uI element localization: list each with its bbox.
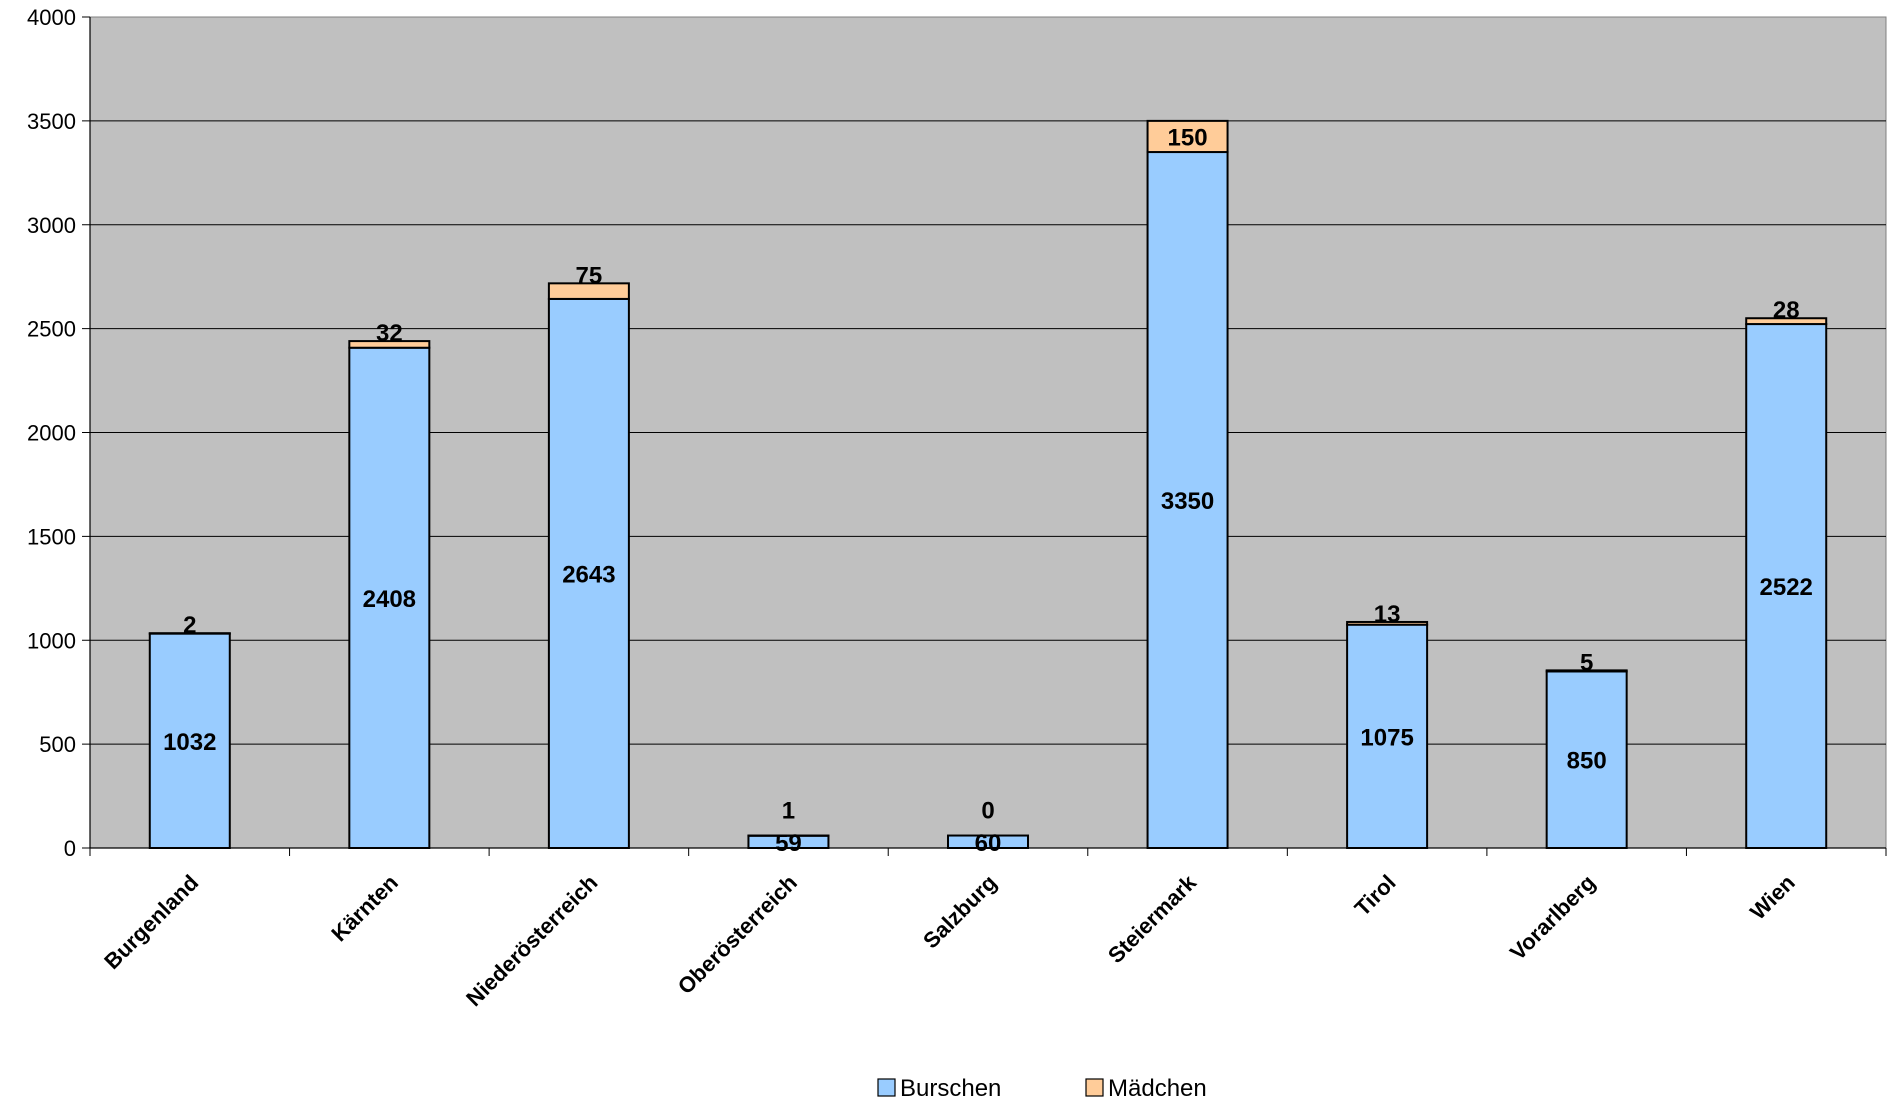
data-label-burschen: 1075 bbox=[1360, 724, 1413, 751]
bar-burschen bbox=[1146, 151, 1229, 850]
x-tick-label: Oberösterreich bbox=[673, 870, 802, 999]
legend-label: Mädchen bbox=[1108, 1075, 1207, 1102]
y-tick-label: 0 bbox=[64, 836, 76, 861]
bar-burschen bbox=[547, 297, 630, 849]
data-labels: 1032 2 2408 32 2643 75 59 1 60 0 3350 150 1075 13 850 5… bbox=[163, 124, 1813, 856]
x-tick-label: Burgenland bbox=[99, 870, 203, 974]
data-label-burschen: 2522 bbox=[1760, 574, 1813, 601]
bar-maedchen bbox=[1745, 317, 1828, 326]
x-tick-label: Vorarlberg bbox=[1505, 870, 1600, 965]
data-label-maedchen: 150 bbox=[1168, 124, 1208, 151]
data-label-burschen: 850 bbox=[1567, 748, 1607, 775]
bar-burschen bbox=[1346, 623, 1429, 850]
x-tick-label: Wien bbox=[1745, 870, 1800, 925]
y-tick-label: 2000 bbox=[27, 421, 76, 446]
x-tick-label: Niederösterreich bbox=[461, 870, 602, 1011]
data-label-maedchen: 13 bbox=[1374, 601, 1401, 628]
x-axis: Burgenland Kärnten Niederösterreich Oberöst… bbox=[89, 847, 1887, 1011]
data-label-burschen: 60 bbox=[975, 830, 1002, 857]
y-tick-label: 1000 bbox=[27, 628, 76, 653]
data-label-maedchen: 0 bbox=[981, 798, 994, 825]
bar-maedchen bbox=[547, 282, 630, 300]
data-label-maedchen: 28 bbox=[1773, 297, 1800, 324]
bar-burschen bbox=[348, 346, 431, 849]
y-tick-label: 500 bbox=[39, 732, 76, 757]
y-tick-label: 1500 bbox=[27, 524, 76, 549]
x-tick-label: Tirol bbox=[1350, 870, 1401, 921]
data-label-maedchen: 5 bbox=[1580, 649, 1593, 676]
data-label-burschen: 1032 bbox=[163, 729, 216, 756]
data-label-maedchen: 32 bbox=[376, 320, 403, 347]
data-label-maedchen: 1 bbox=[782, 798, 795, 825]
bar-burschen bbox=[1545, 670, 1628, 849]
legend: Burschen Mädchen bbox=[877, 1075, 1207, 1102]
legend-label: Burschen bbox=[900, 1075, 1001, 1102]
bar-maedchen bbox=[348, 340, 431, 349]
bar-maedchen bbox=[1346, 620, 1429, 626]
y-tick-label: 2500 bbox=[27, 317, 76, 342]
data-label-burschen: 59 bbox=[775, 830, 802, 857]
y-tick-label: 4000 bbox=[27, 5, 76, 30]
x-tick-label: Kärnten bbox=[326, 870, 402, 946]
bar-maedchen bbox=[1545, 669, 1628, 673]
data-label-maedchen: 75 bbox=[576, 262, 603, 289]
bar-burschen bbox=[148, 632, 231, 849]
bar-burschen bbox=[1745, 323, 1828, 849]
x-tick-label: Salzburg bbox=[918, 870, 1001, 953]
bars bbox=[148, 119, 1828, 850]
legend-swatch bbox=[877, 1078, 896, 1097]
y-tick-label: 3000 bbox=[27, 213, 76, 238]
y-tick-label: 3500 bbox=[27, 109, 76, 134]
data-label-maedchen: 2 bbox=[183, 612, 196, 639]
data-label-burschen: 2643 bbox=[562, 561, 615, 588]
data-label-burschen: 3350 bbox=[1161, 488, 1214, 515]
x-tick-label: Steiermark bbox=[1103, 869, 1202, 968]
bar-maedchen bbox=[1146, 119, 1229, 154]
y-axis: 0 500 1000 1500 2000 2500 3000 3500 4000 bbox=[27, 5, 91, 861]
legend-swatch bbox=[1085, 1078, 1104, 1097]
data-label-burschen: 2408 bbox=[363, 586, 416, 613]
bar-burschen bbox=[947, 834, 1029, 849]
